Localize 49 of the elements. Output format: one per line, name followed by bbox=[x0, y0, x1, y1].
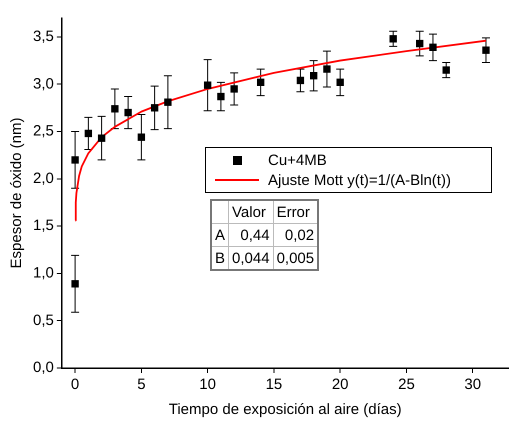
x-tick-label: 5 bbox=[137, 376, 146, 394]
point bbox=[482, 46, 490, 54]
y-tick-label: 2,5 bbox=[32, 122, 54, 140]
annotation: 0,44 bbox=[228, 224, 274, 246]
point bbox=[336, 78, 344, 86]
point bbox=[416, 40, 424, 48]
x-tick-label: 10 bbox=[199, 376, 216, 394]
y-tick-label: 3,0 bbox=[32, 75, 54, 92]
point bbox=[71, 156, 79, 164]
point bbox=[84, 130, 92, 138]
point bbox=[71, 280, 79, 288]
point bbox=[138, 134, 146, 141]
legend-label: Cu+4MB bbox=[268, 152, 327, 168]
x-tick-label: 0 bbox=[70, 376, 80, 394]
point bbox=[217, 92, 225, 100]
x-tick-label: 15 bbox=[266, 376, 282, 394]
point bbox=[98, 134, 106, 142]
point bbox=[442, 66, 450, 74]
annotation: 0,02 bbox=[273, 224, 318, 246]
point bbox=[429, 44, 437, 52]
annotation: A bbox=[211, 224, 229, 246]
point bbox=[310, 72, 318, 80]
point bbox=[124, 108, 132, 116]
y-tick-label: 0,5 bbox=[32, 312, 54, 329]
annotation: Error bbox=[273, 200, 318, 224]
y-tick-label: 1,0 bbox=[32, 264, 54, 282]
y-tick-label: 0,0 bbox=[32, 359, 54, 376]
y-axis-title: Espesor de óxido (nm) bbox=[8, 118, 26, 268]
y-tick-label: 1,5 bbox=[32, 217, 54, 234]
x-tick-label: 20 bbox=[332, 376, 349, 394]
x-tick-label: 25 bbox=[398, 376, 415, 394]
legend-label: Ajuste Mott y(t)=1/(A-Bln(t)) bbox=[268, 172, 451, 188]
annotation: B bbox=[211, 246, 229, 270]
point bbox=[256, 78, 264, 86]
point bbox=[204, 81, 212, 89]
point bbox=[164, 98, 172, 106]
x-axis-title: Tiempo de exposición al aire (días) bbox=[168, 401, 402, 418]
point bbox=[111, 105, 119, 112]
point bbox=[150, 104, 158, 112]
y-tick-label: 3,5 bbox=[32, 28, 54, 46]
point bbox=[230, 85, 238, 93]
point bbox=[323, 65, 331, 73]
annotation: 0,044 bbox=[228, 246, 274, 270]
point bbox=[390, 35, 397, 42]
y-tick-label: 2,0 bbox=[32, 170, 54, 187]
annotation: 0,005 bbox=[273, 246, 318, 270]
x-tick-label: 30 bbox=[464, 376, 482, 394]
annotation: Valor bbox=[228, 200, 274, 224]
point bbox=[296, 76, 304, 84]
